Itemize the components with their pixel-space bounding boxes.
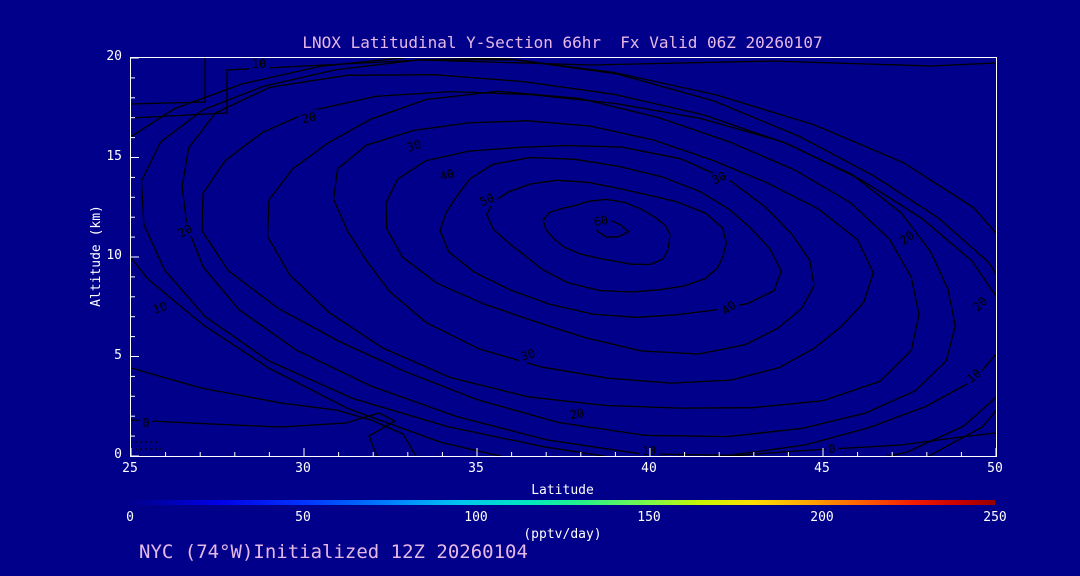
colorbar-tick-label: 50 [295,510,311,525]
y-tick-label: 10 [106,248,122,263]
contour-label-30: 30 [402,136,426,156]
contour-label-20: 20 [297,109,321,127]
contour-line-25 [201,90,956,438]
contour-line [730,432,996,456]
contour-line-30 [266,90,920,409]
contour-label-50: 50 [475,189,499,211]
contour-line [135,441,161,450]
contour-line-55 [542,198,671,266]
contour-line-45 [439,156,783,318]
svg-text:20: 20 [175,221,194,240]
contour-label-20: 20 [565,405,589,423]
contour-label-40: 40 [435,165,459,185]
contour-label-10: 10 [148,298,172,318]
contour-line-10 [131,58,996,456]
y-tick-label: 15 [106,148,122,164]
svg-text:20: 20 [300,110,317,127]
colorbar-unit-label: (pptv/day) [523,527,602,542]
svg-text:20: 20 [897,228,917,248]
contour-label-30: 30 [516,345,540,365]
y-tick-label: 20 [106,49,122,64]
contour-line [131,367,417,456]
contour-line-35 [332,120,874,384]
colorbar-tick-label: 150 [637,510,661,525]
svg-text:20: 20 [569,406,586,422]
svg-text:10: 10 [642,444,656,456]
contour-line [131,412,397,456]
svg-text:30: 30 [709,169,728,188]
svg-text:0: 0 [142,416,149,430]
colorbar-tick-label: 0 [126,510,134,525]
svg-text:0: 0 [828,442,835,456]
contour-label-0: 0 [139,416,153,430]
x-tick-label: 25 [122,461,138,476]
svg-text:60: 60 [593,213,610,229]
contour-line [131,59,996,119]
contour-line-50 [485,179,727,293]
contour-line-15 [140,59,996,456]
x-axis-title: Latitude [531,483,594,498]
contour-label-30: 30 [706,167,732,189]
x-tick-label: 50 [987,461,1003,476]
colorbar-tick-label: 100 [464,510,488,525]
contour-label-10: 10 [639,444,659,456]
x-tick-label: 40 [641,461,657,476]
svg-text:30: 30 [519,346,537,364]
contour-label-20: 20 [172,220,198,242]
contour-label-40: 40 [716,296,742,320]
contour-label-10: 10 [249,58,269,71]
y-tick-label: 0 [114,447,122,462]
y-tick-label: 5 [114,347,122,363]
colorbar-tick-label: 200 [810,510,834,525]
contour-line [131,58,206,105]
contour-label-60: 60 [589,212,613,230]
x-tick-label: 30 [295,461,311,476]
svg-text:40: 40 [438,166,456,183]
svg-text:10: 10 [252,58,266,71]
contour-label-0: 0 [825,442,839,456]
contour-label-20: 20 [894,226,920,250]
x-tick-label: 35 [468,461,484,476]
svg-text:50: 50 [478,191,497,209]
init-info-text: NYC (74°W)Initialized 12Z 20260104 [139,541,528,563]
colorbar-tick-label: 250 [983,510,1007,525]
svg-text:30: 30 [405,137,423,155]
plot-area: 10 20 30 40 50 60 30 40 20 20 10 30 20 10 0 20 10 0 [130,57,997,457]
contour-line-40 [385,144,815,355]
colorbar [130,500,995,505]
contour-label-20: 20 [967,291,993,317]
contour-line-20 [181,74,996,456]
x-tick-label: 45 [814,461,830,476]
svg-text:10: 10 [151,299,169,317]
plot-title: LNOX Latitudinal Y-Section 66hr Fx Valid… [302,33,823,52]
